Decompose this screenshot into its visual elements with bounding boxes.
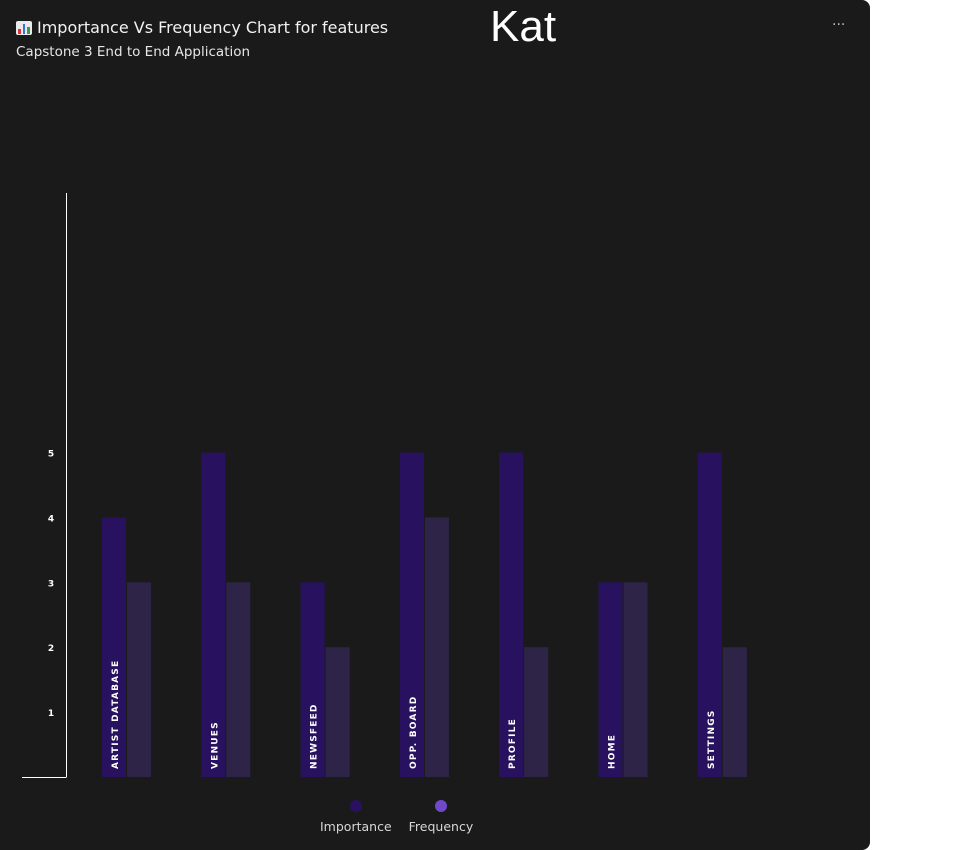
frequency-bar	[226, 582, 251, 777]
chart-title: Importance Vs Frequency Chart for featur…	[37, 18, 389, 37]
chart-subtitle: Capstone 3 End to End Application	[16, 44, 251, 60]
chart-card: Importance Vs Frequency Chart for featur…	[0, 0, 870, 850]
importance-bar	[697, 452, 722, 777]
frequency-bar	[127, 582, 151, 777]
frequency-bar	[722, 647, 747, 777]
category-label: PROFILE	[508, 718, 518, 769]
y-tick-label: 1	[48, 709, 54, 719]
frequency-bar	[424, 517, 449, 777]
importance-bar	[598, 582, 623, 777]
importance-bar	[399, 452, 424, 777]
legend-dot-icon	[434, 800, 447, 812]
bar-chart-emoji-icon	[16, 20, 32, 35]
legend-item[interactable]: Frequency	[408, 800, 474, 834]
legend-label: Frequency	[408, 819, 474, 834]
chart-legend: Importance Frequency	[320, 800, 473, 834]
legend-item[interactable]: Importance	[320, 800, 392, 834]
frequency-bar	[325, 647, 350, 777]
user-name-heading: Kat	[490, 2, 557, 51]
legend-label: Importance	[320, 819, 392, 834]
bar-chart-plot: 1 2 3 4 5 ARTIST DATABASE VENUES NEWSFEED OPP. B…	[22, 193, 747, 778]
importance-bar	[201, 452, 226, 777]
frequency-bar	[524, 647, 549, 777]
importance-bar	[300, 582, 325, 777]
importance-bar	[499, 452, 524, 777]
chart-title-row: Importance Vs Frequency Chart for featur…	[16, 18, 388, 37]
category-label: ARTIST DATABASE	[111, 660, 121, 769]
category-label: OPP. BOARD	[409, 696, 419, 769]
category-label: VENUES	[210, 721, 220, 769]
y-tick-label: 4	[48, 514, 54, 524]
category-label: HOME	[608, 734, 618, 769]
y-tick-label: 3	[48, 579, 54, 589]
legend-dot-icon	[349, 800, 362, 812]
category-label: SETTINGS	[707, 710, 717, 769]
y-tick-label: 2	[48, 644, 54, 654]
category-label: NEWSFEED	[310, 703, 320, 769]
more-options-button[interactable]: ···	[832, 17, 846, 33]
y-tick-label: 5	[48, 450, 54, 460]
importance-bar	[102, 517, 126, 777]
frequency-bar	[623, 582, 648, 777]
